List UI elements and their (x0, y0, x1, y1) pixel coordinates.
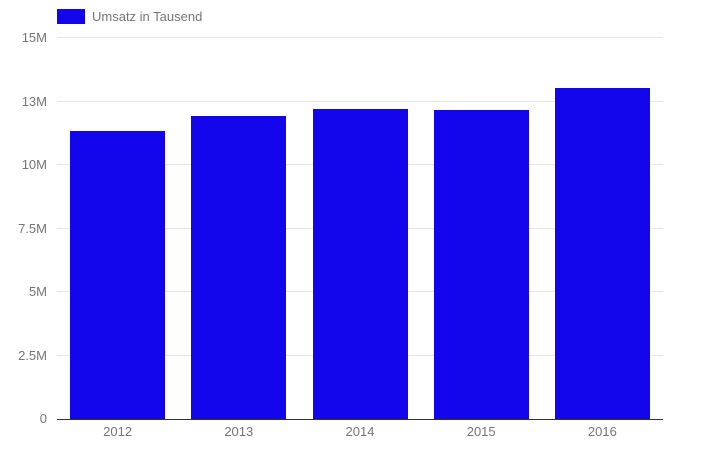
x-axis-tick-label: 2012 (103, 424, 133, 439)
legend-label: Umsatz in Tausend (92, 8, 203, 24)
y-axis-tick-label: 10M (21, 157, 47, 172)
bar-2014[interactable] (312, 109, 408, 419)
legend: Umsatz in Tausend (57, 8, 202, 24)
bar-2016[interactable] (554, 87, 650, 419)
y-axis-tick-label: 2.5M (18, 347, 47, 363)
gridline (57, 100, 663, 102)
x-axis-tick-label: 2014 (345, 424, 375, 439)
legend-color-swatch-icon (57, 8, 85, 24)
y-axis-tick-label: 13M (21, 93, 47, 109)
bar-2013[interactable] (191, 115, 287, 419)
y-axis-tick-label: 7.5M (18, 220, 47, 236)
y-axis-tick-label: 0 (39, 411, 47, 426)
bar-2012[interactable] (70, 130, 166, 419)
x-axis-tick-label: 2013 (224, 424, 254, 439)
plot-area (57, 37, 663, 420)
bar-2015[interactable] (433, 110, 529, 419)
y-axis-tick-label: 5M (28, 284, 47, 299)
y-axis-tick-label: 15M (21, 30, 47, 45)
x-axis-tick-label: 2015 (466, 424, 496, 439)
gridline (57, 37, 663, 38)
x-axis-tick-label: 2016 (587, 424, 617, 439)
